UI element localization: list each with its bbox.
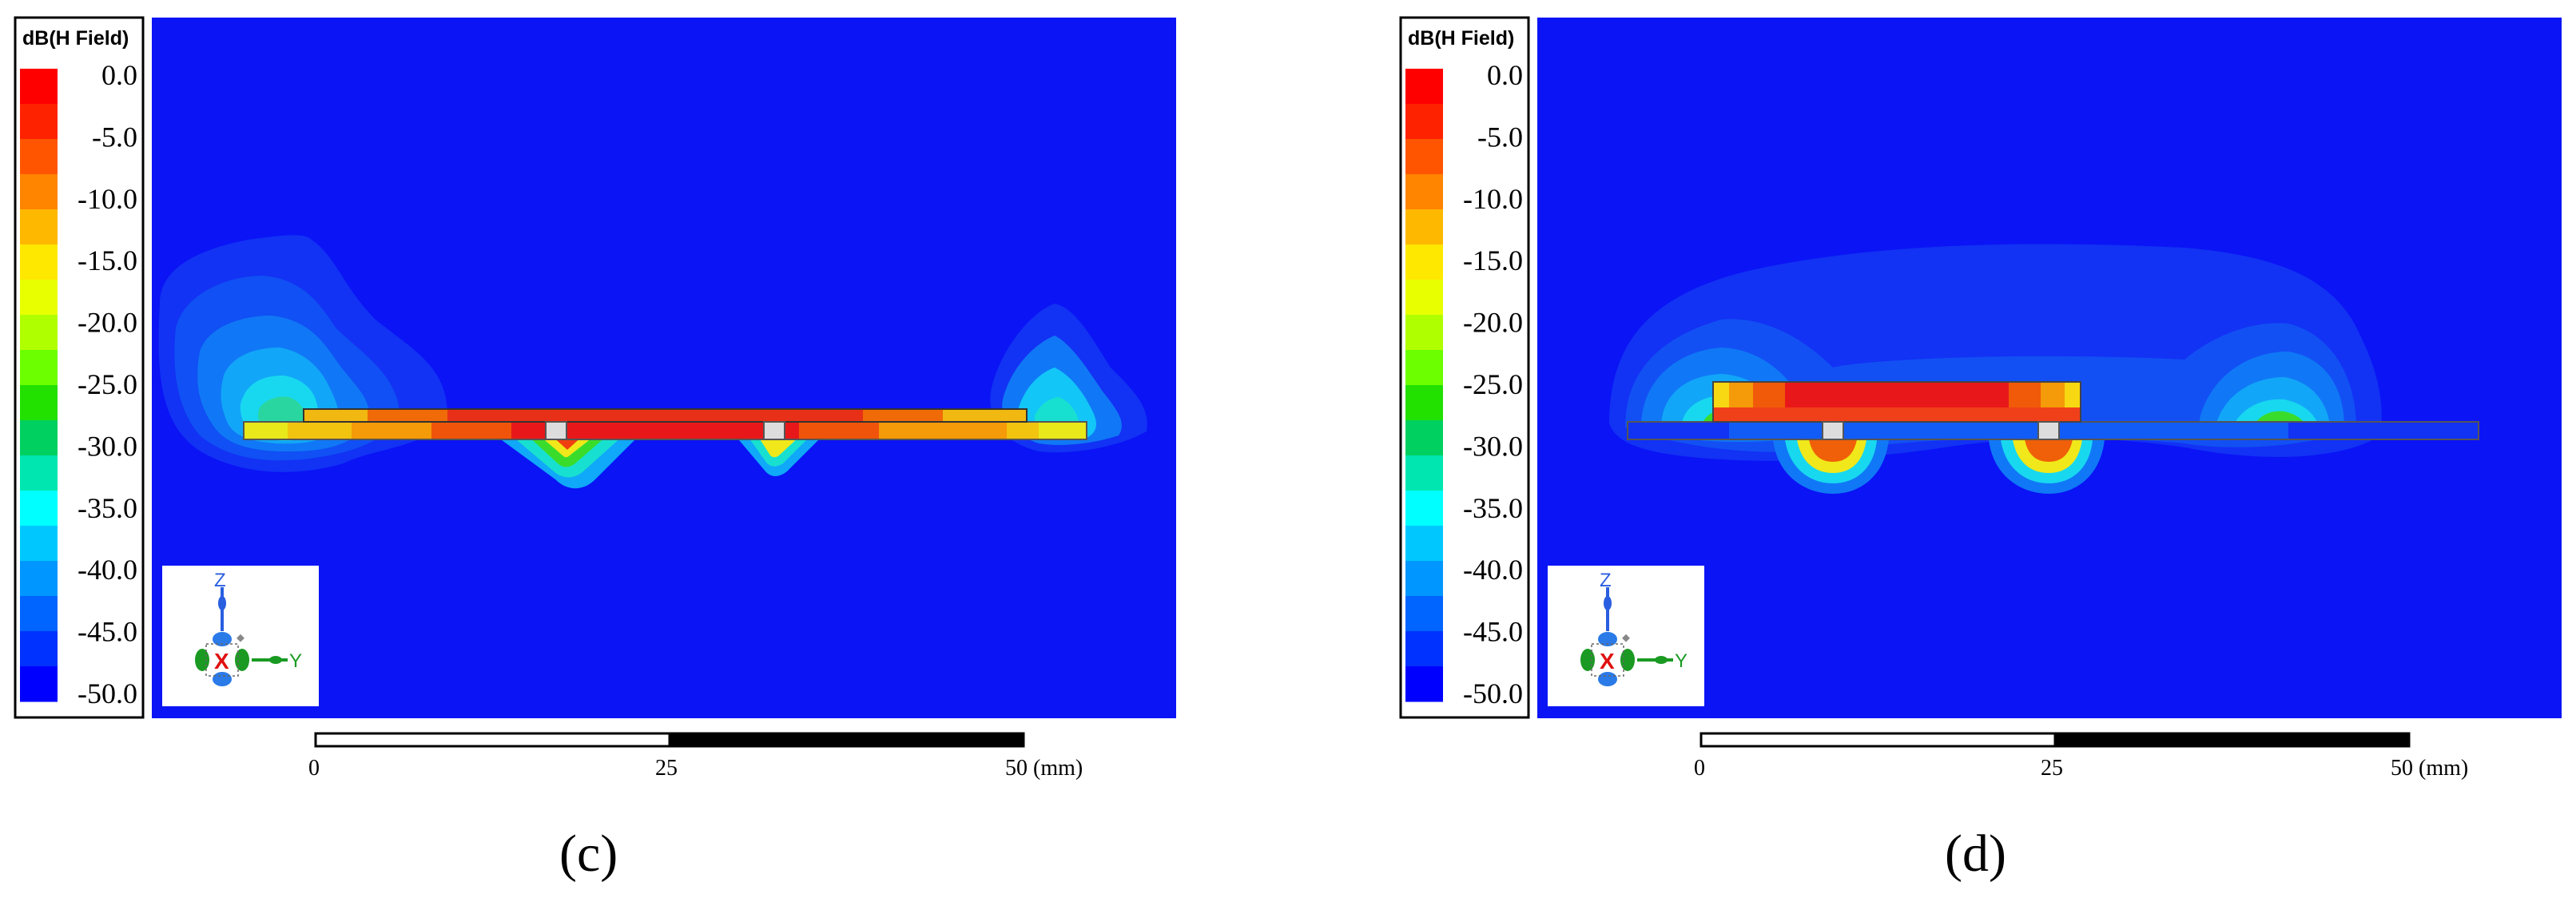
feed-port-d-2 [2037, 421, 2060, 440]
colorbar-tick-label: 0.0 [1487, 59, 1523, 91]
colorbar-block [20, 350, 58, 386]
colorbar-block [1405, 631, 1443, 667]
colorbar-block [1405, 526, 1443, 562]
legend-d: dB(H Field) 0.0 -5.0 -10.0 -15.0 -20.0 -25.0 -… [1399, 16, 1530, 719]
axis-z-label-c: Z [214, 570, 226, 591]
panel-d: dB(H Field) 0.0 -5.0 -10.0 -15.0 -20.0 -25.0 -… [1385, 0, 2576, 910]
colorbar-block [20, 455, 58, 491]
legend-title-c: dB(H Field) [22, 27, 129, 50]
colorbar-block [20, 631, 58, 667]
colorbar-block [20, 561, 58, 597]
colorbar-tick-label: -40.0 [78, 554, 137, 586]
colorbar-d [1405, 69, 1443, 702]
colorbar-tick-label: -30.0 [78, 430, 137, 462]
colorbar-tick-label: -50.0 [78, 678, 137, 709]
panel-d-figure: dB(H Field) 0.0 -5.0 -10.0 -15.0 -20.0 -25.0 -… [1399, 16, 2562, 883]
colorbar-tick-label: -5.0 [1477, 121, 1523, 153]
colorbar-block [20, 244, 58, 280]
colorbar-block [20, 420, 58, 456]
field-plot-c: Z X Y [152, 18, 1176, 718]
axis-x-label-d: X [1600, 649, 1615, 674]
colorbar-tick-label: -30.0 [1463, 430, 1523, 462]
colorbar-ticks-c: 0.0 -5.0 -10.0 -15.0 -20.0 -25.0 -30.0 -35.0 -40… [78, 59, 137, 709]
scale-label-25-c: 25 [655, 756, 678, 781]
colorbar-block [20, 174, 58, 210]
panel-label-c: (c) [559, 825, 618, 883]
scale-bar-d: 0 25 50 (mm) [1694, 732, 2468, 781]
colorbar-tick-label: -20.0 [1463, 307, 1523, 339]
colorbar-block [20, 69, 58, 105]
colorbar-block [20, 209, 58, 245]
antenna-outline-c [303, 408, 1028, 423]
colorbar-block [1405, 455, 1443, 491]
colorbar-block [1405, 69, 1443, 105]
colorbar-tick-label: -45.0 [1463, 616, 1523, 648]
axis-y-label-c: Y [289, 650, 302, 672]
field-plot-d: Z X Y [1537, 18, 2562, 718]
colorbar-block [20, 666, 58, 702]
colorbar-tick-label: -25.0 [1463, 368, 1523, 400]
legend-c: dB(H Field) 0.0 -5.0 -10.0 -15.0 -20.0 -25.0 -… [14, 16, 145, 719]
axis-triad-d: Z X Y [1548, 566, 1704, 706]
colorbar-tick-label: -35.0 [78, 492, 137, 524]
colorbar-block [1405, 350, 1443, 386]
colorbar-block [1405, 315, 1443, 351]
colorbar-tick-label: -20.0 [78, 307, 137, 339]
colorbar-ticks-d: 0.0 -5.0 -10.0 -15.0 -20.0 -25.0 -30.0 -35.0 -40… [1463, 59, 1523, 709]
colorbar-block [1405, 104, 1443, 140]
colorbar-block [1405, 666, 1443, 702]
colorbar-tick-label: -50.0 [1463, 678, 1523, 709]
colorbar-tick-label: 0.0 [101, 59, 137, 91]
feed-port-c-2 [763, 421, 785, 440]
panel-label-d: (d) [1945, 825, 2006, 883]
colorbar-block [1405, 420, 1443, 456]
colorbar-block [20, 526, 58, 562]
colorbar-block [1405, 561, 1443, 597]
colorbar-block [1405, 139, 1443, 175]
colorbar-block [1405, 209, 1443, 245]
feed-port-d-1 [1822, 421, 1844, 440]
axis-z-label-d: Z [1600, 570, 1612, 591]
colorbar-block [1405, 174, 1443, 210]
colorbar-tick-label: -10.0 [78, 183, 137, 215]
legend-title-d: dB(H Field) [1408, 27, 1514, 50]
colorbar-block [20, 139, 58, 175]
antenna-outline-d [1712, 381, 2081, 423]
scale-label-0-c: 0 [308, 756, 320, 781]
colorbar-block [1405, 596, 1443, 632]
axis-triad-c: Z X Y [162, 566, 319, 706]
colorbar-block [1405, 385, 1443, 421]
colorbar-tick-label: -40.0 [1463, 554, 1523, 586]
panel-c-figure: dB(H Field) 0.0 -5.0 -10.0 -15.0 -20.0 -25.0 -… [14, 16, 1176, 883]
scale-label-25-d: 25 [2041, 756, 2063, 781]
colorbar-block [20, 315, 58, 351]
colorbar-block [20, 104, 58, 140]
feed-port-c-1 [545, 421, 567, 440]
colorbar-block [1405, 491, 1443, 527]
panel-c: dB(H Field) 0.0 -5.0 -10.0 -15.0 -20.0 -25.0 -… [14, 16, 1176, 883]
colorbar-tick-label: -5.0 [92, 121, 137, 153]
colorbar-c [20, 69, 58, 702]
scale-label-50-d: 50 (mm) [2391, 756, 2468, 781]
colorbar-tick-label: -45.0 [78, 616, 137, 648]
colorbar-block [20, 280, 58, 316]
scale-label-0-d: 0 [1694, 756, 1705, 781]
axis-x-label-c: X [214, 649, 229, 674]
colorbar-block [1405, 244, 1443, 280]
axis-y-label-d: Y [1675, 650, 1688, 672]
colorbar-tick-label: -35.0 [1463, 492, 1523, 524]
colorbar-block [20, 596, 58, 632]
colorbar-block [20, 491, 58, 527]
colorbar-block [1405, 280, 1443, 316]
scale-label-50-c: 50 (mm) [1005, 756, 1083, 781]
colorbar-block [20, 385, 58, 421]
colorbar-tick-label: -25.0 [78, 368, 137, 400]
colorbar-tick-label: -15.0 [1463, 244, 1523, 276]
colorbar-tick-label: -10.0 [1463, 183, 1523, 215]
colorbar-tick-label: -15.0 [78, 244, 137, 276]
scale-bar-c: 0 25 50 (mm) [308, 732, 1083, 781]
